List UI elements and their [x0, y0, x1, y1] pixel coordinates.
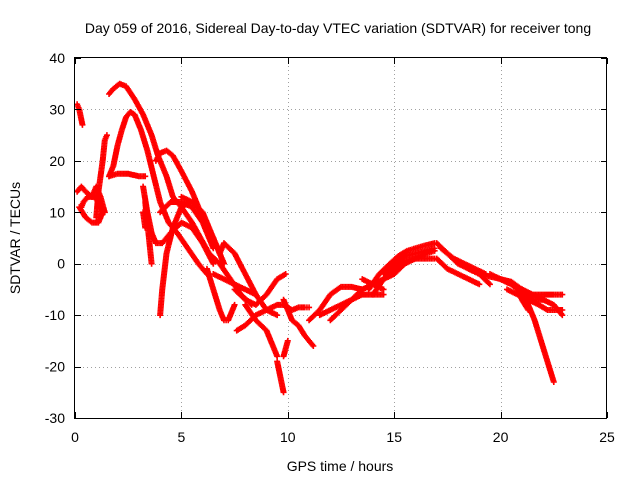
series-track-39 [518, 286, 557, 385]
data-point [431, 245, 438, 252]
track-marker [485, 280, 492, 287]
series-track-29 [369, 255, 438, 298]
x-axis-label: GPS time / hours [287, 458, 394, 474]
chart-title: Day 059 of 2016, Sidereal Day-to-day VTE… [85, 20, 591, 36]
data-point [559, 291, 566, 298]
y-axis-label: SDTVAR / TECUs [7, 182, 23, 294]
data-point [142, 173, 149, 180]
data-point [210, 260, 217, 267]
data-point [282, 271, 289, 277]
series-track-33 [433, 255, 483, 288]
x-tick-label: 5 [178, 429, 186, 445]
axis-ticks: 0 5 10 15 20 25 -30 -20 -10 0 10 20 30 40 [45, 50, 615, 445]
data-point [231, 301, 238, 308]
series-track-1 [74, 101, 86, 128]
y-tick-label: -20 [45, 359, 65, 375]
series-track-19 [233, 301, 287, 334]
series-track-30 [365, 240, 438, 293]
data-point [550, 379, 557, 385]
data-point [476, 281, 483, 288]
data-point [486, 281, 493, 288]
series-track-38 [503, 286, 566, 313]
series-track-20 [242, 301, 281, 360]
data-point [274, 353, 281, 360]
data-point [380, 286, 387, 293]
x-tick-label: 25 [599, 429, 615, 445]
series-track-18 [231, 271, 289, 308]
data-point [306, 304, 313, 311]
data-point [142, 224, 149, 231]
y-tick-label: -10 [45, 307, 65, 323]
data-point [284, 337, 291, 344]
plot-frame [74, 57, 607, 419]
y-tick-label: 20 [49, 153, 65, 169]
x-tick-label: 15 [386, 429, 402, 445]
series-track-7 [106, 170, 149, 180]
data-point [103, 132, 110, 139]
series-track-15 [203, 265, 238, 324]
series-track-22 [280, 296, 317, 349]
x-tick-label: 0 [71, 429, 79, 445]
data-point [148, 260, 155, 267]
series-track-23 [274, 358, 287, 396]
series-track-31 [380, 245, 438, 277]
x-tick-label: 20 [493, 429, 509, 445]
series-track-40 [508, 281, 532, 313]
data-point [559, 312, 566, 319]
y-tick-label: -30 [45, 410, 65, 426]
series-track-10 [140, 209, 149, 231]
data-point [78, 204, 85, 211]
data-point [274, 312, 281, 319]
data-point [310, 343, 317, 349]
series-track-14 [178, 193, 227, 267]
data-point [525, 307, 532, 313]
series-track-24 [280, 337, 291, 360]
y-tick-label: 10 [49, 204, 65, 220]
series-track-27 [327, 281, 387, 324]
data-markers [74, 80, 566, 396]
series-track-4 [93, 132, 110, 221]
y-tick-label: 30 [49, 101, 65, 117]
data-point [79, 121, 86, 128]
data-point [559, 307, 566, 313]
x-tick-label: 10 [280, 429, 296, 445]
series-track-12 [157, 199, 193, 319]
data-point [380, 291, 387, 298]
data-point [280, 389, 287, 396]
y-tick-label: 0 [57, 256, 65, 272]
y-tick-label: 40 [49, 50, 65, 66]
data-point [220, 260, 227, 267]
series-track-16 [210, 271, 259, 298]
series-track-25 [306, 283, 366, 324]
